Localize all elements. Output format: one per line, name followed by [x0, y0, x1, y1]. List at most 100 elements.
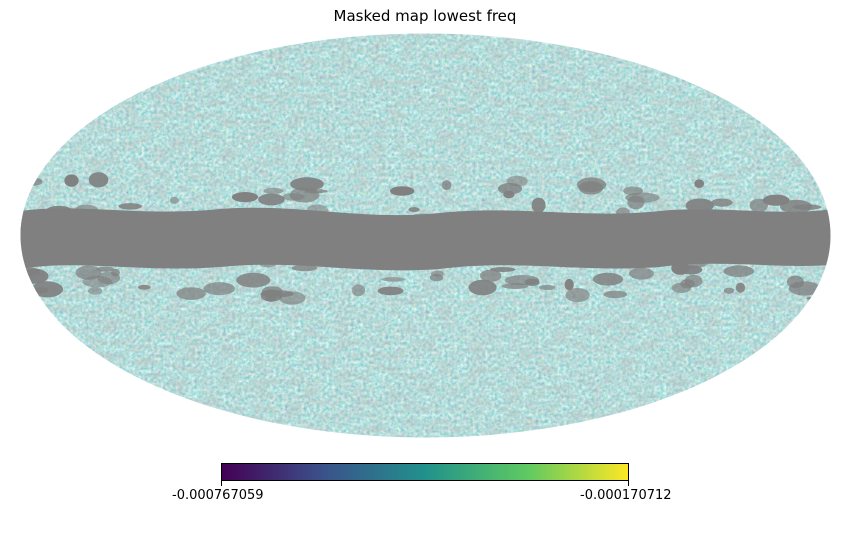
- mask-patch: [735, 282, 746, 293]
- mask-patch: [169, 196, 180, 204]
- mask-patch: [654, 211, 676, 223]
- mask-patch: [161, 237, 191, 247]
- plot-title: Masked map lowest freq: [333, 7, 517, 25]
- colorbar-tick-min: [221, 481, 222, 486]
- mask-patch: [305, 253, 330, 261]
- mask-patch: [711, 198, 733, 207]
- mask-patch: [88, 172, 109, 188]
- mask-patch: [169, 247, 189, 258]
- mask-patch: [259, 259, 277, 268]
- mask-patch: [780, 199, 813, 214]
- mask-patch: [610, 247, 627, 263]
- mask-patch: [498, 182, 523, 195]
- mask-patch: [613, 231, 633, 242]
- mask-patch: [24, 177, 43, 186]
- mask-patch: [226, 252, 249, 257]
- mask-patch: [564, 278, 574, 291]
- mask-patch: [381, 277, 406, 282]
- mask-patch: [629, 267, 654, 280]
- mask-patch: [712, 213, 733, 230]
- mask-patch: [64, 174, 79, 187]
- mask-patch: [88, 287, 103, 295]
- mask-patch: [203, 282, 235, 296]
- mask-patch: [680, 279, 695, 289]
- mask-patch: [355, 247, 380, 253]
- mask-patch: [603, 290, 628, 299]
- mask-patch: [177, 222, 192, 236]
- mask-patch: [412, 213, 435, 219]
- mask-patch: [685, 198, 714, 213]
- mask-patch: [749, 198, 768, 213]
- mask-patch: [353, 254, 379, 262]
- mask-patch: [588, 219, 599, 231]
- mask-patch: [329, 263, 345, 268]
- colorbar-max-label: -0.000170712: [580, 488, 672, 503]
- mask-patch: [429, 273, 444, 282]
- mask-patch: [502, 283, 529, 289]
- mask-patch: [694, 179, 705, 189]
- mask-patch: [493, 234, 526, 246]
- mask-patch: [310, 235, 344, 245]
- mask-patch: [786, 275, 804, 289]
- sky-map-svg: [20, 33, 831, 438]
- mask-patch: [592, 272, 624, 286]
- mask-patch: [40, 216, 51, 232]
- mask-patch: [236, 272, 271, 288]
- mask-patch: [578, 181, 604, 195]
- mask-patch: [20, 217, 43, 233]
- mask-patch: [723, 265, 755, 277]
- mask-patch: [556, 263, 591, 268]
- mask-patch: [723, 287, 735, 294]
- colorbar: [221, 463, 629, 481]
- mask-patch: [290, 177, 324, 191]
- mask-patch: [279, 291, 306, 305]
- mask-patch: [351, 284, 366, 297]
- mask-patch: [377, 286, 404, 296]
- mask-patch: [414, 226, 448, 233]
- mask-patch: [679, 265, 703, 275]
- mask-patch: [94, 245, 126, 251]
- colorbar-tick-max: [628, 481, 629, 486]
- mask-patch: [650, 256, 681, 266]
- mask-patch: [803, 225, 812, 230]
- mask-patch: [96, 266, 115, 272]
- mask-patch: [623, 186, 643, 196]
- mask-patch: [778, 253, 791, 262]
- mask-patch: [802, 250, 821, 262]
- mask-patch: [289, 258, 301, 264]
- mask-patch: [543, 214, 571, 226]
- map-content: [20, 33, 831, 438]
- mask-patch: [254, 217, 289, 231]
- mask-patch: [118, 203, 142, 210]
- mask-patch: [231, 192, 259, 203]
- mask-patch: [690, 237, 704, 247]
- mask-patch: [496, 247, 505, 263]
- mask-patch: [263, 187, 284, 195]
- mask-patch: [258, 193, 285, 206]
- colorbar-min-label: -0.000767059: [172, 488, 264, 503]
- mask-patch: [565, 288, 590, 303]
- galactic-plane-mask: [20, 207, 831, 271]
- mask-patch: [698, 246, 723, 259]
- mollweide-sky-map: [20, 33, 831, 438]
- mask-patch: [616, 207, 630, 218]
- mask-patch: [445, 249, 461, 255]
- mask-patch: [34, 287, 49, 294]
- mask-patch: [97, 271, 121, 285]
- mask-patch: [85, 249, 122, 255]
- mask-patch: [538, 284, 556, 291]
- mask-patch: [441, 180, 452, 191]
- mask-patch: [352, 241, 365, 246]
- mask-patch: [165, 213, 187, 222]
- mask-patch: [468, 279, 497, 296]
- mask-patch: [390, 186, 415, 196]
- mask-patch: [44, 205, 74, 220]
- mask-blobs: [20, 172, 831, 305]
- mask-patch: [176, 287, 206, 300]
- mask-patch: [306, 204, 329, 217]
- mask-patch: [138, 284, 151, 290]
- mask-patch: [531, 197, 546, 213]
- mask-patch: [291, 264, 318, 272]
- mask-patch: [730, 243, 756, 259]
- mask-patch: [74, 204, 99, 216]
